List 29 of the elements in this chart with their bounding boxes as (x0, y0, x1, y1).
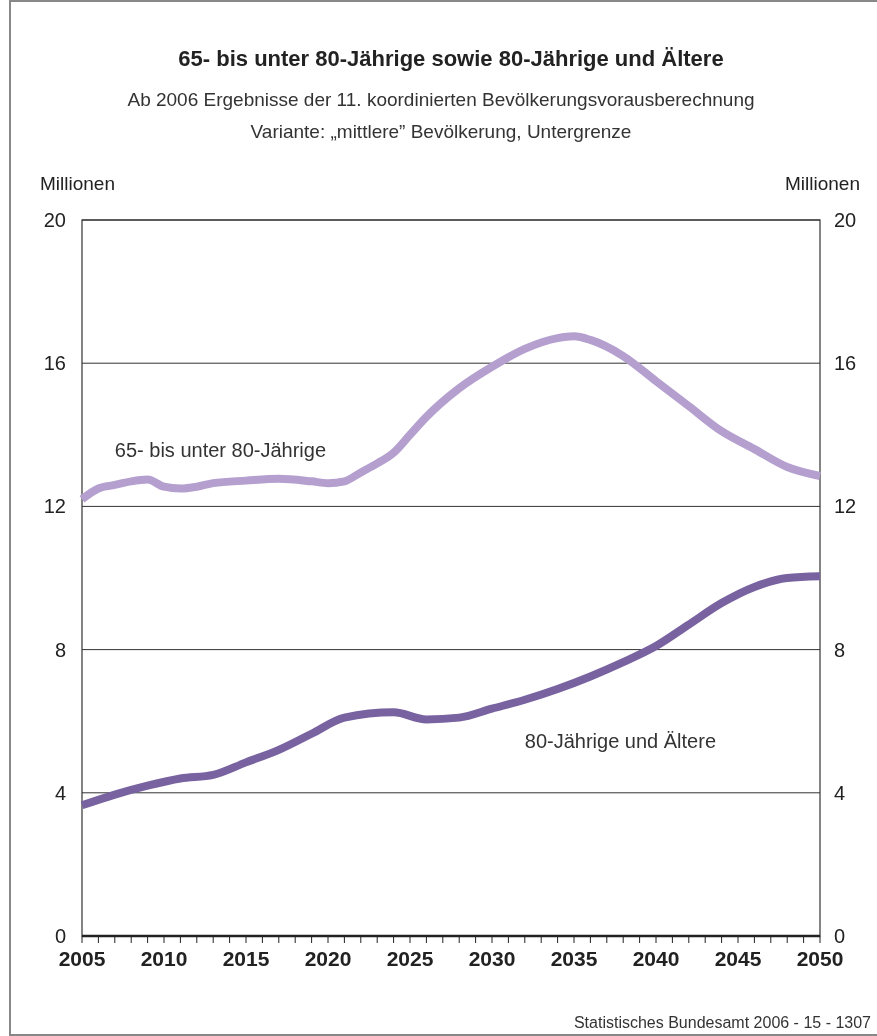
y-axis-title: Millionen (40, 173, 115, 194)
y-tick-label: 16 (43, 352, 66, 375)
x-tick-label: 2025 (386, 947, 434, 970)
x-tick-label: 2045 (714, 947, 762, 970)
x-tick-label: 2005 (58, 947, 106, 970)
series-label: 65- bis unter 80-Jährige (114, 438, 327, 461)
y-tick-label: 4 (54, 781, 66, 804)
y-tick-label: 8 (54, 638, 66, 661)
y2-tick-label: 4 (834, 781, 846, 804)
chart-title: 65- bis unter 80-Jährige sowie 80-Jährige und Ältere (178, 46, 724, 71)
x-tick-label: 2020 (304, 947, 352, 970)
y2-tick-label: 20 (834, 209, 857, 231)
x-tick-label: 2035 (550, 947, 598, 970)
x-tick-label: 2030 (468, 947, 516, 970)
y2-tick-label: 16 (834, 352, 857, 375)
y-tick-label: 12 (43, 495, 66, 518)
x-tick-label: 2015 (222, 947, 270, 970)
text: Statistisches Bundesamt 2006 - 15 - 1307 (573, 1014, 872, 1031)
x-tick-label: 2050 (796, 947, 844, 970)
x-tick-label: 2040 (632, 947, 680, 970)
y2-tick-label: 12 (834, 495, 857, 518)
y2-axis-title: Millionen (785, 173, 860, 194)
y-tick-label: 20 (43, 209, 66, 231)
x-tick-label: 2010 (140, 947, 188, 970)
y-tick-label: 0 (54, 925, 66, 947)
y2-tick-label: 0 (834, 925, 846, 947)
chart-subtitle: Ab 2006 Ergebnisse der 11. koordinierten Bevölkerungsvorausberechnung Variante: „mittlere” Bevölkerung, Untergrenze (127, 89, 755, 142)
series-label: 80-Jährige und Ältere (524, 729, 717, 752)
y2-tick-label: 8 (834, 638, 846, 661)
